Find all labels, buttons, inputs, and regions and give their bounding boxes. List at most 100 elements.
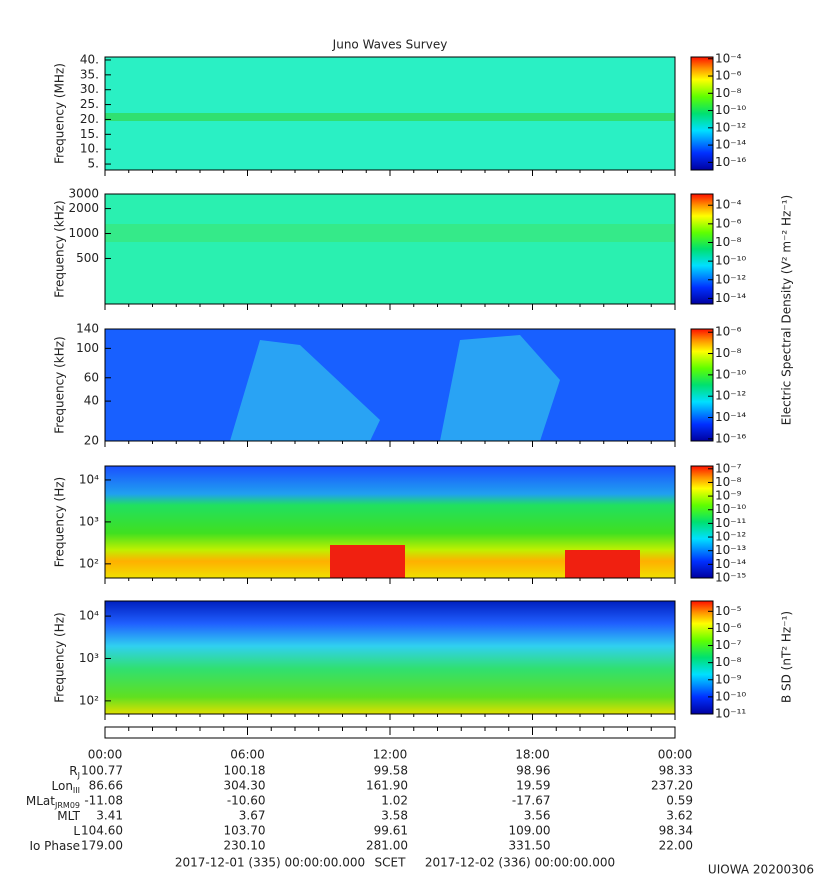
footer-start: 2017-12-01 (335) 00:00:00.000 (175, 856, 365, 870)
y-axis-label: Frequency (Hz) (53, 612, 67, 703)
footer-center: SCET (375, 856, 407, 870)
time-tick-label: 18:00 (515, 748, 550, 762)
ephemeris-value: 100.77 (81, 764, 123, 778)
ephemeris-label: RJ (69, 764, 80, 780)
y-tick-label: 25. (80, 97, 99, 111)
colorbar-tick-label: 10⁻⁸ (715, 475, 742, 489)
ephemeris-value: 98.96 (516, 764, 550, 778)
colorbar-tick-label: 10⁻⁸ (715, 346, 742, 360)
y-tick-label: 5. (88, 157, 99, 171)
ephemeris-value: 331.50 (509, 839, 551, 853)
y-tick-label: 10³ (79, 514, 99, 528)
ephemeris-value: 109.00 (509, 824, 551, 838)
y-tick-label: 60 (84, 370, 99, 384)
colorbar-tick-label: 10⁻¹⁴ (715, 557, 746, 571)
ephemeris-value: 3.41 (96, 809, 123, 823)
colorbar-tick-label: 10⁻⁹ (715, 672, 742, 686)
y-axis-label: Frequency (Hz) (53, 477, 67, 568)
y-tick-label: 20. (80, 112, 99, 126)
colorbar-tick-label: 10⁻¹⁵ (715, 571, 746, 585)
ephemeris-value: 103.70 (224, 824, 266, 838)
colorbar-tick-label: 10⁻⁴ (715, 51, 742, 65)
ephemeris-value: -11.08 (84, 794, 123, 808)
ephemeris-value: 281.00 (366, 839, 408, 853)
colorbar (690, 600, 714, 715)
ephemeris-value: 161.90 (366, 779, 408, 793)
colorbar-tick-label: 10⁻⁶ (715, 325, 742, 339)
ephemeris-label-sub: JRM09 (54, 801, 80, 810)
y-tick-label: 35. (80, 67, 99, 81)
ephemeris-value: 3.67 (239, 809, 266, 823)
ephemeris-value: 22.00 (659, 839, 693, 853)
colorbar-tick-label: 10⁻⁷ (715, 638, 742, 652)
colorbar-tick-label: 10⁻⁶ (715, 69, 742, 83)
colorbar-tick-label: 10⁻¹² (715, 389, 746, 403)
colorbar-tick-label: 10⁻⁶ (715, 621, 742, 635)
colorbar-tick-label: 10⁻¹² (715, 530, 746, 544)
y-tick-label: 3000 (68, 187, 99, 201)
colorbar-tick-label: 10⁻¹⁴ (715, 291, 746, 305)
ephemeris-value: -10.60 (227, 794, 266, 808)
colorbar-tick-label: 10⁻¹⁶ (715, 155, 746, 169)
ephemeris-value: 86.66 (89, 779, 123, 793)
y-tick-label: 30. (80, 82, 99, 96)
y-tick-label: 500 (76, 251, 99, 265)
ephemeris-value: -17.67 (512, 794, 551, 808)
ephemeris-value: 98.34 (659, 824, 693, 838)
colorbar-tick-label: 10⁻⁶ (715, 216, 742, 230)
ephemeris-label: LonIII (52, 779, 81, 795)
ephemeris-value: 99.58 (374, 764, 408, 778)
colorbar-tick-label: 10⁻¹¹ (715, 516, 746, 530)
ephemeris-value: 3.58 (381, 809, 408, 823)
colorbar-tick-label: 10⁻¹⁰ (715, 502, 746, 516)
y-tick-label: 1000 (68, 226, 99, 240)
y-tick-label: 10⁴ (79, 609, 99, 623)
colorbar-tick-label: 10⁻¹⁰ (715, 254, 746, 268)
ephemeris-value: 3.56 (524, 809, 551, 823)
ephemeris-value: 304.30 (224, 779, 266, 793)
y-tick-label: 15. (80, 127, 99, 141)
colorbar-tick-label: 10⁻⁷ (715, 461, 742, 475)
ephemeris-value: 237.20 (651, 779, 693, 793)
ephemeris-label-text: Io Phase (29, 839, 80, 853)
ephemeris-label-text: MLT (57, 809, 80, 823)
colorbar-tick-label: 10⁻¹⁶ (715, 431, 746, 445)
ephemeris-label: MLatJRM09 (26, 794, 80, 810)
stamp: UIOWA 20200306 (708, 863, 814, 877)
colorbar-tick-label: 10⁻⁴ (715, 198, 742, 212)
ephemeris-label-text: Lon (52, 779, 73, 793)
colorbar-tick-label: 10⁻¹² (715, 272, 746, 286)
ephemeris-value: 230.10 (224, 839, 266, 853)
colorbar-tick-label: 10⁻¹⁴ (715, 138, 746, 152)
colorbar-tick-label: 10⁻¹⁴ (715, 410, 746, 424)
colorbar-tick-label: 10⁻¹⁰ (715, 103, 746, 117)
colorbar-tick-label: 10⁻⁹ (715, 489, 742, 503)
colorbar-label: Electric Spectral Density (V² m⁻² Hz⁻¹) (780, 195, 794, 425)
footer-end: 2017-12-02 (336) 00:00:00.000 (425, 856, 615, 870)
ephemeris-value: 19.59 (516, 779, 550, 793)
ephemeris-label-sub: J (77, 771, 80, 780)
y-axis-label: Frequency (MHz) (53, 63, 67, 164)
colorbar-tick-label: 10⁻¹³ (715, 543, 746, 557)
ephemeris-label-text: L (73, 824, 80, 838)
colorbar-tick-label: 10⁻⁵ (715, 604, 742, 618)
y-tick-label: 10³ (79, 651, 99, 665)
colorbar-tick-label: 10⁻⁸ (715, 655, 742, 669)
spectrogram-images (105, 57, 675, 714)
y-tick-label: 20 (84, 434, 99, 448)
colorbar-label: B SD (nT² Hz⁻¹) (780, 611, 794, 703)
title: Juno Waves Survey (332, 38, 448, 52)
colorbar-tick-label: 10⁻¹⁰ (715, 689, 746, 703)
colorbar-tick-label: 10⁻¹⁰ (715, 367, 746, 381)
ephemeris-value: 1.02 (381, 794, 408, 808)
ephemeris-value: 98.33 (659, 764, 693, 778)
y-tick-label: 10² (79, 556, 99, 570)
ephemeris-value: 104.60 (81, 824, 123, 838)
y-tick-label: 40 (84, 394, 99, 408)
ephemeris-label-text: MLat (26, 794, 55, 808)
y-tick-label: 140 (76, 322, 99, 336)
ephemeris-label: L (73, 824, 80, 838)
ephemeris-value: 99.61 (374, 824, 408, 838)
colorbar-tick-label: 10⁻⁸ (715, 235, 742, 249)
